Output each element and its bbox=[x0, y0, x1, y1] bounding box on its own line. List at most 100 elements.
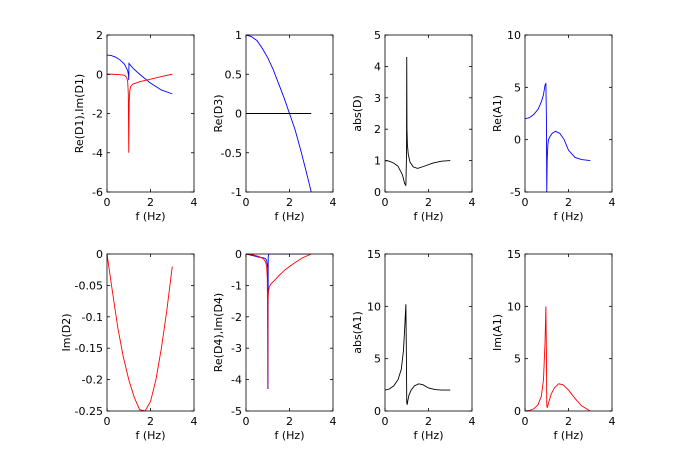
y-tick-label: -5 bbox=[510, 186, 521, 199]
y-tick-label: 1 bbox=[235, 29, 242, 42]
subplot-2: 0 2 4 -1 -0.5 0 0.5 1 f (Hz) Re(D3) bbox=[212, 29, 337, 223]
x-tick-label: 2 bbox=[286, 196, 293, 209]
y-tick-label: 5 bbox=[374, 29, 381, 42]
x-axis-label: f (Hz) bbox=[554, 210, 584, 223]
subplot-5: 0 2 4 -0.25 -0.2 -0.15 -0.1 -0.05 0 f (Hz) Im(D2) bbox=[60, 248, 198, 442]
y-axis-label: Re(A1) bbox=[491, 95, 504, 132]
plot-frame bbox=[524, 34, 613, 193]
y-tick-label: 0 bbox=[514, 134, 521, 147]
y-tick-label: -0.25 bbox=[75, 405, 103, 418]
series-line-1 bbox=[385, 304, 451, 405]
x-tick-label: 4 bbox=[330, 196, 337, 209]
subplot-6: 0 2 4 -5 -4 -3 -2 -1 0 f (Hz) Re(D4),Im(D4) bbox=[212, 248, 337, 442]
y-tick-label: 5 bbox=[514, 81, 521, 94]
y-tick-label: -4 bbox=[92, 147, 103, 160]
x-tick-label: 4 bbox=[469, 196, 476, 209]
series-line-1 bbox=[525, 306, 591, 411]
subplot-8: 0 2 4 0 5 10 15 f (Hz) Im(A1) bbox=[491, 248, 616, 442]
y-tick-label: 2 bbox=[96, 29, 103, 42]
x-tick-label: 2 bbox=[565, 196, 572, 209]
y-tick-label: -0.05 bbox=[75, 279, 103, 292]
y-axis-label: Re(D3) bbox=[212, 95, 225, 133]
x-tick-label: 4 bbox=[609, 196, 616, 209]
x-tick-label: 4 bbox=[191, 196, 198, 209]
y-tick-label: -3 bbox=[231, 342, 242, 355]
series-line-1 bbox=[246, 35, 312, 192]
y-tick-label: 10 bbox=[367, 300, 381, 313]
y-tick-label: -5 bbox=[231, 405, 242, 418]
y-axis-label: Re(D1),Im(D1) bbox=[73, 74, 86, 153]
x-tick-label: 4 bbox=[330, 415, 337, 428]
y-axis-label: Im(D2) bbox=[60, 313, 73, 351]
x-tick-label: 0 bbox=[243, 196, 250, 209]
y-tick-label: -6 bbox=[92, 186, 103, 199]
x-tick-label: 0 bbox=[522, 196, 529, 209]
y-tick-label: -2 bbox=[231, 311, 242, 324]
plot-frame bbox=[106, 34, 195, 193]
y-tick-label: 0 bbox=[235, 248, 242, 261]
plot-frame bbox=[384, 253, 473, 412]
x-tick-label: 2 bbox=[565, 415, 572, 428]
y-tick-label: 5 bbox=[374, 353, 381, 366]
y-tick-label: -0.2 bbox=[82, 374, 103, 387]
x-axis-label: f (Hz) bbox=[554, 429, 584, 442]
x-tick-label: 0 bbox=[382, 415, 389, 428]
plot-frame bbox=[524, 253, 613, 412]
y-tick-label: 0 bbox=[235, 108, 242, 121]
x-axis-label: f (Hz) bbox=[136, 429, 166, 442]
series-line-2 bbox=[107, 73, 173, 153]
plot-frame bbox=[106, 253, 195, 412]
x-tick-label: 4 bbox=[191, 415, 198, 428]
y-tick-label: 0 bbox=[374, 186, 381, 199]
y-tick-label: 0 bbox=[374, 405, 381, 418]
y-tick-label: 15 bbox=[367, 248, 381, 261]
series-line-2 bbox=[246, 254, 312, 390]
x-tick-label: 0 bbox=[104, 415, 111, 428]
series-line-1 bbox=[107, 254, 173, 411]
x-axis-label: f (Hz) bbox=[275, 210, 305, 223]
x-tick-label: 0 bbox=[522, 415, 529, 428]
y-tick-label: 0 bbox=[514, 405, 521, 418]
y-tick-label: 10 bbox=[507, 300, 521, 313]
x-tick-label: 2 bbox=[425, 415, 432, 428]
x-axis-label: f (Hz) bbox=[414, 429, 444, 442]
x-tick-label: 2 bbox=[147, 196, 154, 209]
y-tick-label: -2 bbox=[92, 108, 103, 121]
x-tick-label: 2 bbox=[286, 415, 293, 428]
y-tick-label: -0.15 bbox=[75, 342, 103, 355]
y-axis-label: Im(A1) bbox=[491, 314, 504, 351]
x-axis-label: f (Hz) bbox=[414, 210, 444, 223]
y-tick-label: 0.5 bbox=[225, 68, 243, 81]
y-tick-label: -4 bbox=[231, 374, 242, 387]
x-tick-label: 2 bbox=[147, 415, 154, 428]
y-axis-label: abs(A1) bbox=[351, 311, 364, 354]
series-line-1 bbox=[385, 56, 451, 186]
y-axis-label: Re(D4),Im(D4) bbox=[212, 293, 225, 372]
y-tick-label: -0.5 bbox=[221, 147, 242, 160]
subplot-7: 0 2 4 0 5 10 15 f (Hz) abs(A1) bbox=[351, 248, 476, 442]
y-tick-label: 4 bbox=[374, 60, 381, 73]
y-tick-label: 5 bbox=[514, 353, 521, 366]
x-tick-label: 0 bbox=[243, 415, 250, 428]
y-tick-label: 10 bbox=[507, 29, 521, 42]
x-tick-label: 0 bbox=[104, 196, 111, 209]
y-axis-label: abs(D) bbox=[351, 95, 364, 132]
x-tick-label: 4 bbox=[609, 415, 616, 428]
y-tick-label: -0.1 bbox=[82, 311, 103, 324]
y-tick-label: 1 bbox=[374, 155, 381, 168]
x-tick-label: 0 bbox=[382, 196, 389, 209]
x-axis-label: f (Hz) bbox=[275, 429, 305, 442]
series-line-1 bbox=[246, 254, 312, 390]
x-tick-label: 4 bbox=[469, 415, 476, 428]
y-tick-label: -1 bbox=[231, 186, 242, 199]
y-tick-label: 2 bbox=[374, 123, 381, 136]
x-tick-label: 2 bbox=[425, 196, 432, 209]
series-line-1 bbox=[525, 82, 591, 192]
y-tick-label: -1 bbox=[231, 279, 242, 292]
x-axis-label: f (Hz) bbox=[136, 210, 166, 223]
y-tick-label: 0 bbox=[96, 68, 103, 81]
y-tick-label: 3 bbox=[374, 92, 381, 105]
y-tick-label: 15 bbox=[507, 248, 521, 261]
